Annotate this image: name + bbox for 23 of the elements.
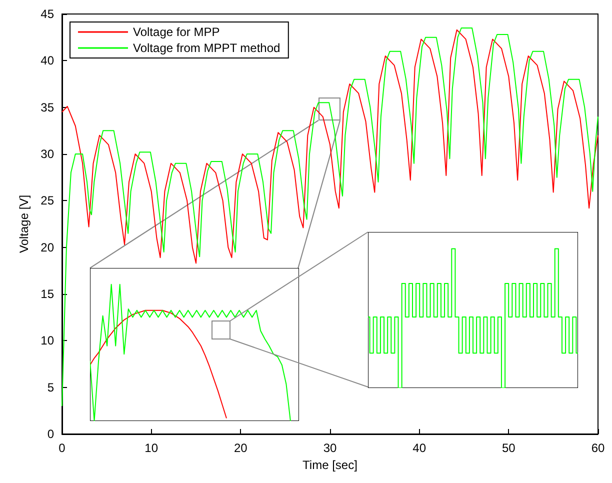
x-tick-label: 20 [234, 441, 248, 455]
y-tick-label: 0 [47, 427, 54, 441]
y-tick-label: 10 [40, 334, 54, 348]
y-tick-label: 30 [40, 147, 54, 161]
y-tick-label: 25 [40, 194, 54, 208]
y-tick-label: 20 [40, 240, 54, 254]
y-tick-label: 35 [40, 100, 54, 114]
legend-label: Voltage for MPP [133, 25, 220, 39]
x-tick-label: 30 [323, 441, 337, 455]
y-tick-label: 45 [40, 7, 54, 21]
y-tick-label: 40 [40, 54, 54, 68]
line-series [62, 29, 598, 264]
y-tick-label: 5 [47, 380, 54, 394]
x-tick-label: 0 [58, 441, 66, 455]
x-tick-label: 60 [591, 441, 605, 455]
x-tick-label: 40 [412, 441, 426, 455]
x-tick-label: 50 [502, 441, 516, 455]
x-tick-label: 10 [144, 441, 158, 455]
y-tick-label: 15 [40, 287, 54, 301]
y-axis-title: Voltage [V] [16, 194, 31, 254]
x-axis-title: Time [sec] [302, 458, 358, 472]
line-series [62, 28, 598, 406]
legend-label: Voltage from MPPT method [133, 41, 280, 55]
